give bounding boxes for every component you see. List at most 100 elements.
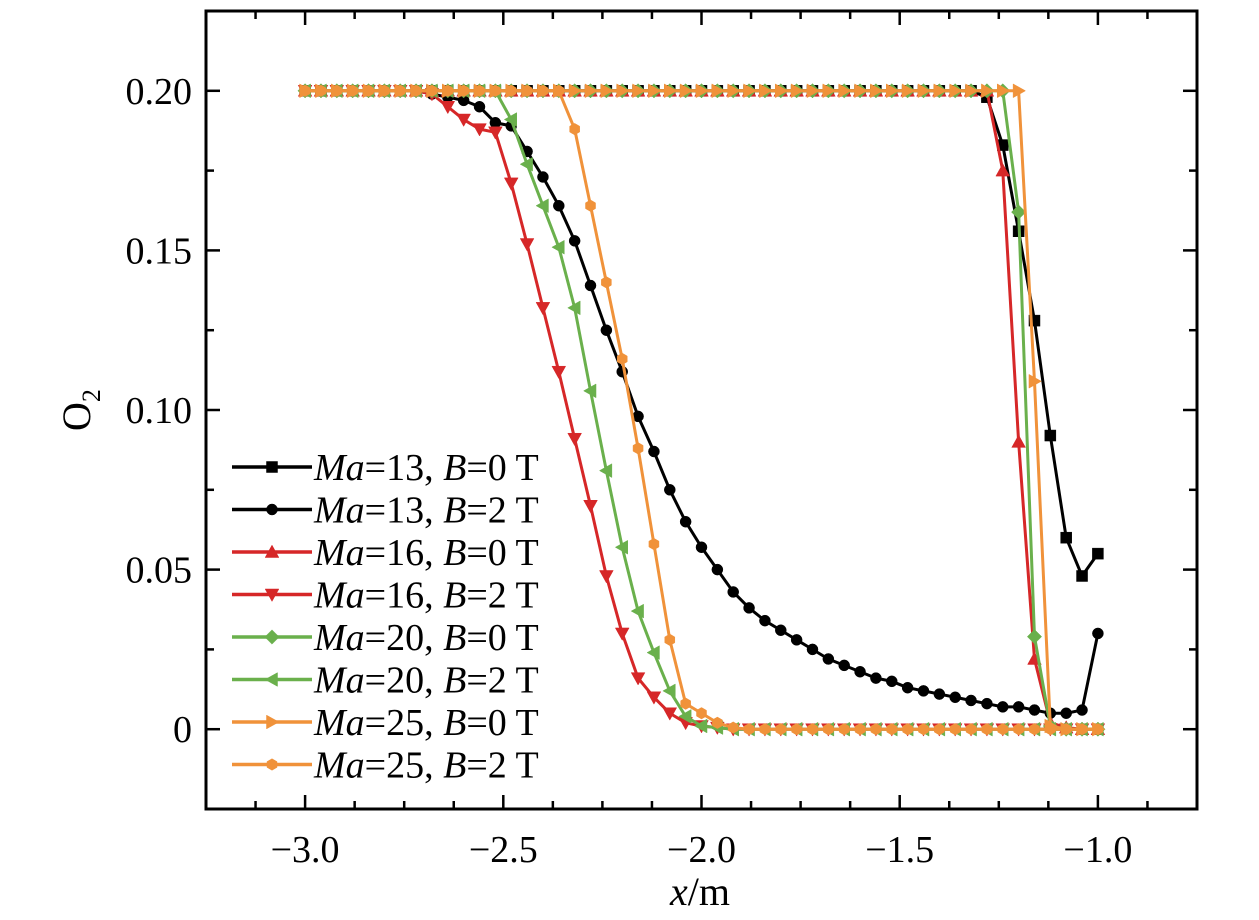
- data-point: [822, 653, 835, 665]
- data-point: [519, 156, 533, 172]
- data-point: [503, 177, 519, 191]
- data-point: [743, 602, 755, 614]
- data-point: [567, 300, 581, 316]
- y-tick-label: 0.20: [126, 71, 193, 113]
- legend-swatch-marker: [264, 588, 280, 602]
- data-point: [886, 675, 898, 688]
- data-point: [632, 442, 644, 455]
- data-point: [474, 84, 485, 97]
- data-point: [442, 84, 454, 97]
- data-point: [886, 83, 900, 99]
- data-point: [648, 83, 662, 99]
- data-point: [791, 723, 802, 736]
- data-point: [568, 235, 581, 247]
- data-point: [616, 83, 630, 99]
- data-point: [901, 681, 914, 694]
- data-point: [553, 84, 565, 97]
- data-point: [806, 83, 820, 99]
- data-point: [694, 718, 708, 734]
- data-point: [456, 113, 471, 127]
- tick-labels: −3.0 −2.5 −2.0 −1.5 −1.0 0 0.05 0.10 0.15 0.20: [126, 71, 1133, 871]
- data-point: [1060, 723, 1072, 736]
- data-point: [759, 723, 771, 736]
- data-point: [807, 723, 818, 736]
- data-point: [1092, 723, 1104, 736]
- data-point: [933, 83, 947, 99]
- data-point: [584, 279, 597, 292]
- data-point: [614, 627, 630, 641]
- data-point: [918, 723, 929, 736]
- data-point: [551, 365, 567, 380]
- legend-swatch-marker: [266, 714, 280, 730]
- legend-item: Ma=13, B=2 T: [232, 490, 539, 532]
- data-point: [934, 723, 945, 736]
- data-point: [759, 614, 771, 627]
- data-point: [1076, 570, 1088, 582]
- data-point: [458, 84, 469, 97]
- legend-swatch-marker: [264, 629, 280, 645]
- data-point: [553, 199, 565, 212]
- data-point: [1013, 723, 1024, 736]
- legend-item: Ma=16, B=2 T: [232, 575, 539, 617]
- data-point: [473, 101, 486, 113]
- data-point: [1011, 434, 1026, 448]
- data-point: [775, 83, 789, 99]
- data-point: [759, 83, 773, 99]
- data-point: [995, 163, 1011, 177]
- data-point: [646, 645, 660, 660]
- data-point: [488, 126, 503, 140]
- data-point: [521, 84, 533, 97]
- x-tick-label: −2.5: [469, 829, 538, 871]
- data-point: [727, 586, 739, 598]
- x-axis-label-unit: /m: [688, 869, 730, 914]
- data-point: [965, 694, 977, 707]
- data-point: [519, 238, 535, 252]
- data-point: [1028, 314, 1041, 327]
- legend-label: Ma=25, B=0 T: [313, 702, 539, 744]
- data-point: [584, 83, 598, 99]
- data-point: [614, 539, 628, 555]
- data-point: [648, 538, 660, 551]
- data-point: [743, 723, 755, 736]
- data-point: [585, 199, 596, 212]
- legend-label: Ma=16, B=2 T: [313, 575, 539, 617]
- data-point: [711, 563, 724, 576]
- data-point: [886, 723, 898, 736]
- data-point: [662, 707, 678, 721]
- data-point: [505, 84, 517, 97]
- data-point: [696, 707, 707, 720]
- data-point: [1044, 429, 1057, 442]
- legend-item: Ma=20, B=2 T: [232, 660, 539, 702]
- data-point: [315, 84, 327, 97]
- y-tick-label: 0.05: [126, 550, 193, 592]
- data-point: [775, 624, 787, 636]
- legend-label: Ma=25, B=2 T: [313, 745, 539, 787]
- data-point: [997, 723, 1009, 736]
- legend-item: Ma=25, B=0 T: [232, 702, 539, 744]
- data-point: [583, 383, 597, 399]
- data-point: [535, 302, 551, 316]
- data-point: [870, 672, 882, 684]
- data-point: [838, 83, 852, 99]
- legend-label: Ma=16, B=0 T: [313, 532, 539, 574]
- data-point: [902, 723, 913, 736]
- legend-item: Ma=20, B=0 T: [232, 617, 539, 659]
- data-point: [1076, 723, 1088, 736]
- data-point: [981, 697, 993, 710]
- data-point: [981, 83, 995, 99]
- data-point: [822, 83, 836, 99]
- data-point: [775, 723, 787, 736]
- data-point: [679, 83, 694, 99]
- data-point: [1012, 83, 1027, 99]
- data-point: [1012, 701, 1025, 713]
- data-point: [823, 723, 834, 736]
- data-point: [503, 112, 517, 127]
- data-point: [870, 83, 884, 99]
- data-point: [727, 721, 739, 734]
- data-point: [1060, 531, 1072, 544]
- data-point: [1060, 707, 1072, 719]
- legend-item: Ma=16, B=0 T: [232, 532, 539, 574]
- data-point: [646, 691, 662, 705]
- data-point: [648, 445, 660, 458]
